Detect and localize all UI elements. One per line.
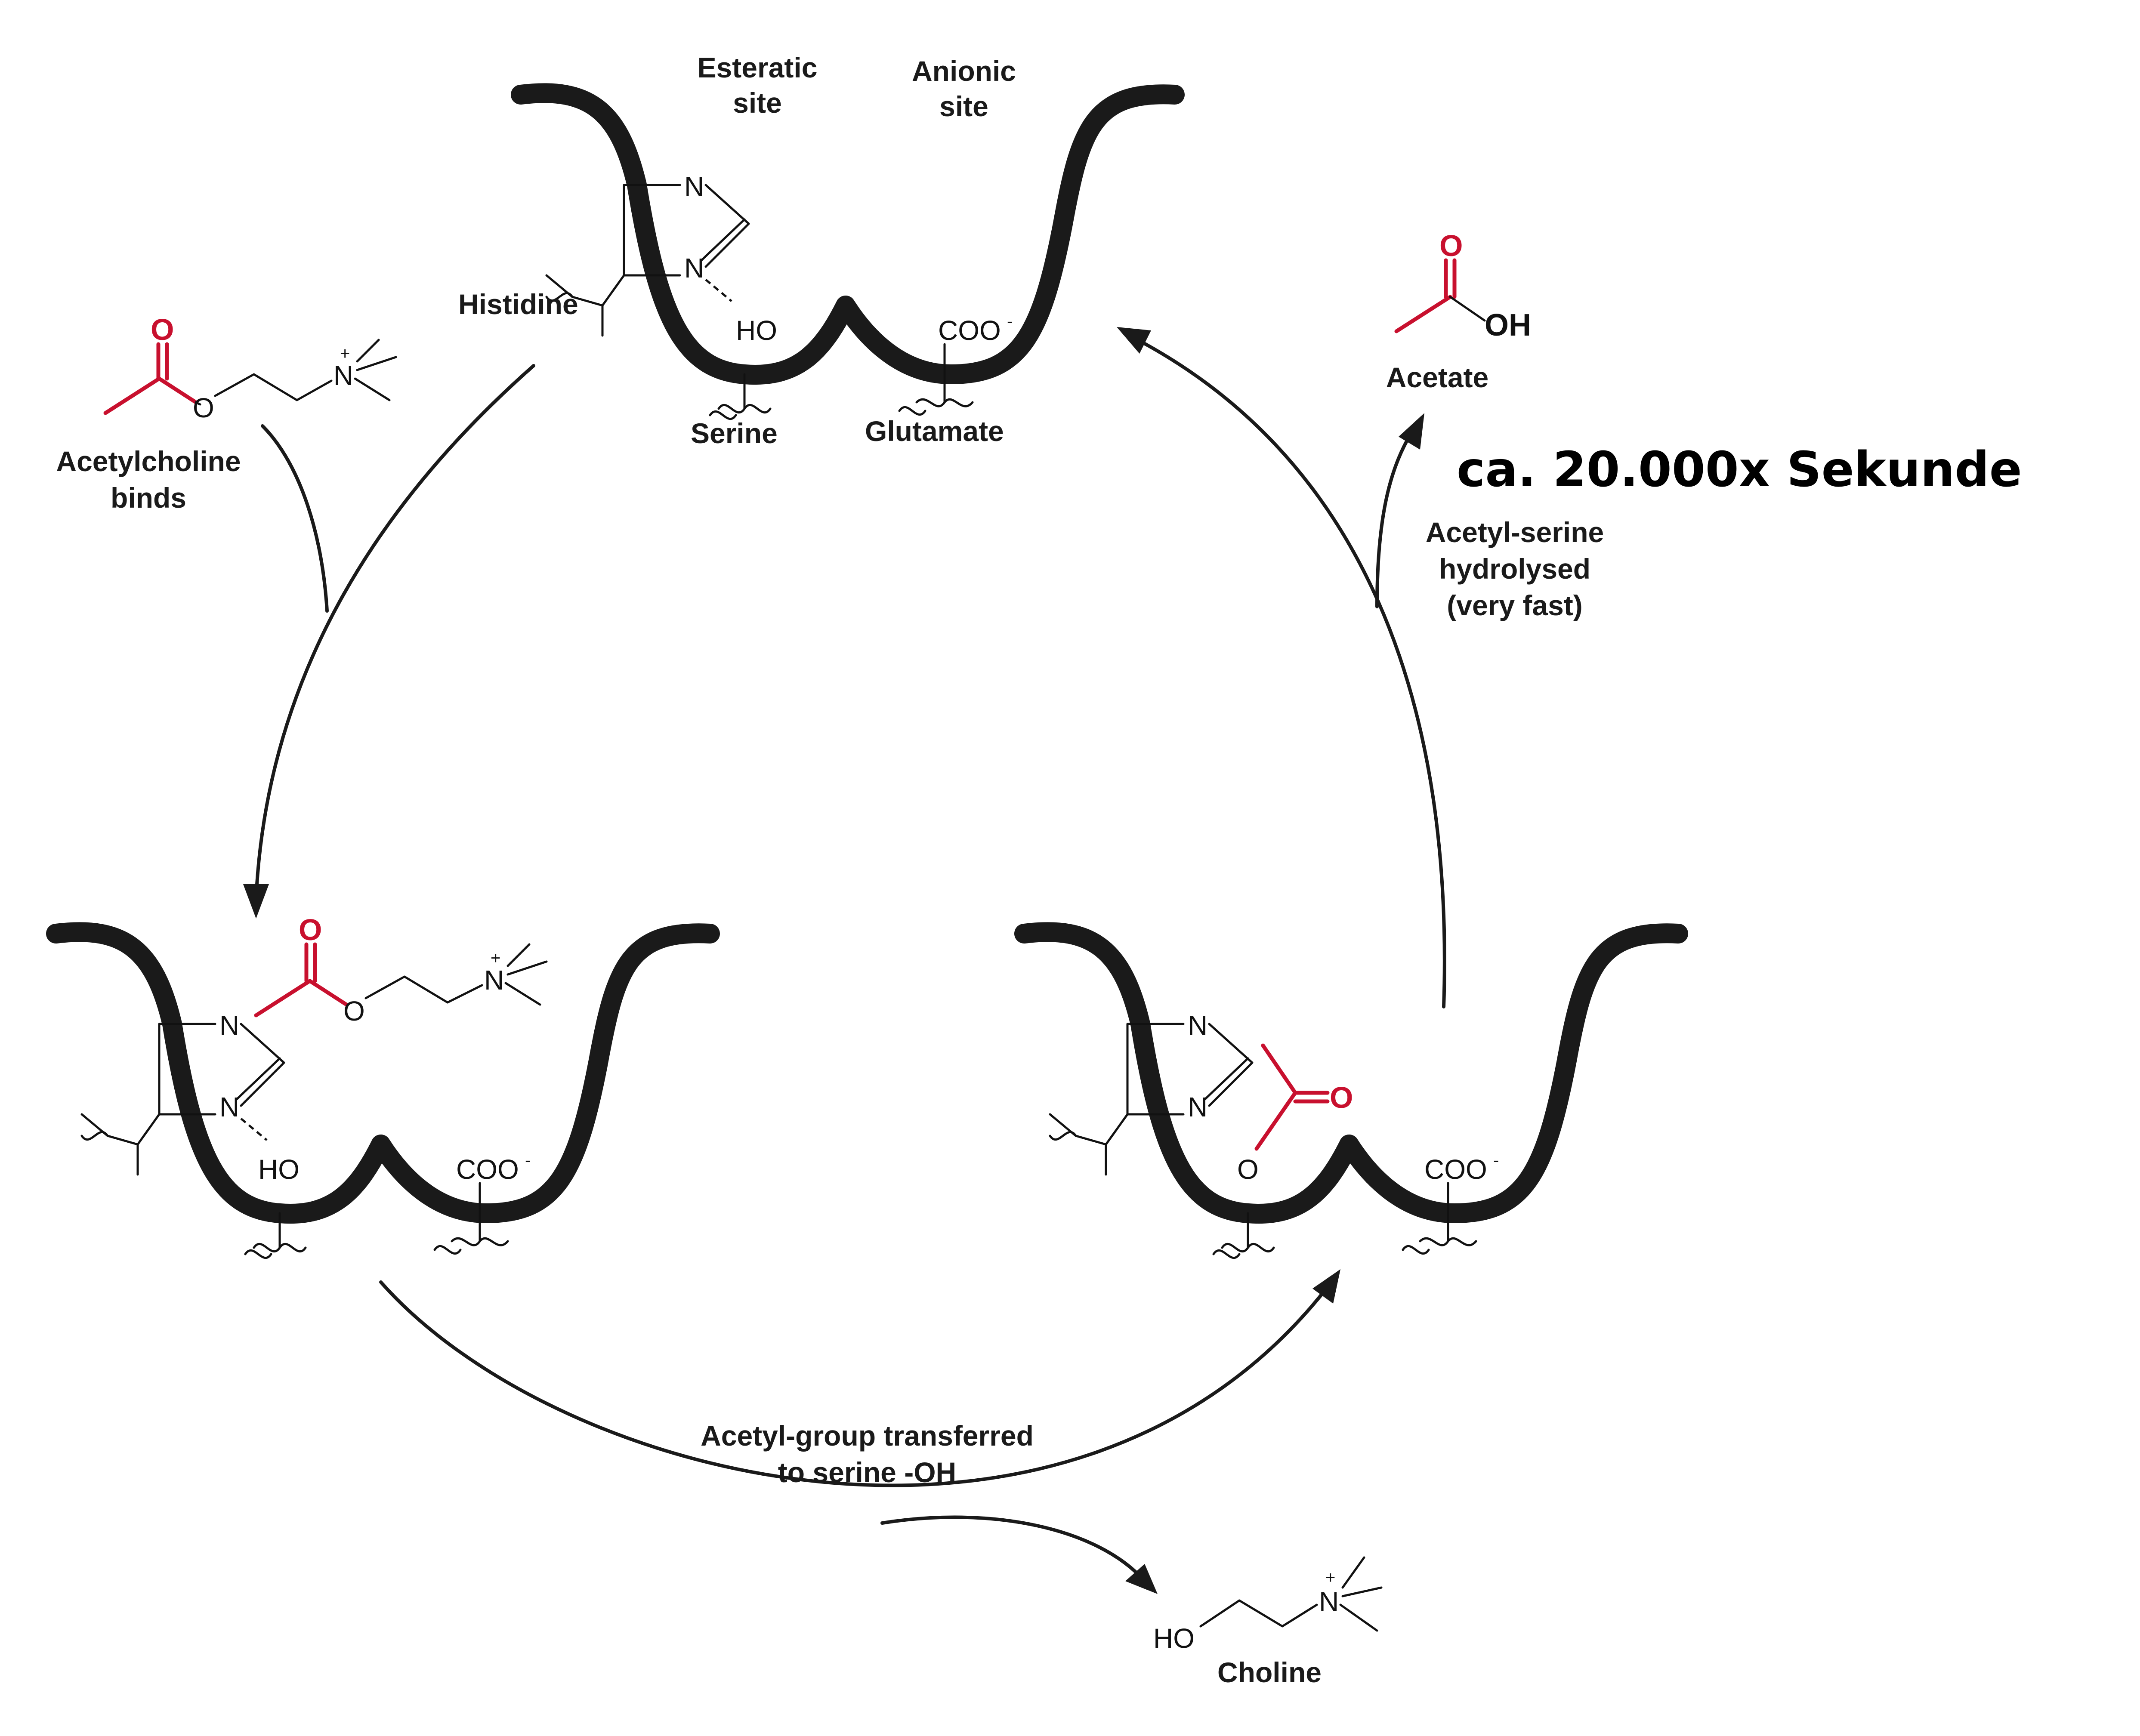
carboxylate-charge: - <box>1493 1151 1499 1170</box>
choline-hydroxyl: HO <box>1153 1623 1195 1654</box>
histidine-n1: N <box>684 171 704 202</box>
serine-hydroxyl: HO <box>258 1154 300 1185</box>
label-serine: Serine <box>691 417 778 449</box>
histidine-n2: N <box>219 1092 239 1122</box>
acetate-hydroxyl: OH <box>1485 308 1531 342</box>
acetyl-on-serine: O <box>1254 1043 1353 1151</box>
choline-chain <box>195 373 333 406</box>
acetate-carbonyl-oxygen: O <box>1439 229 1463 262</box>
label-transfer-1: Acetyl-group transferred <box>701 1420 1034 1452</box>
acetyl-enzyme-intermediate: N N O COO - <box>1024 932 1678 1258</box>
ester-oxygen: O <box>343 996 365 1027</box>
label-histidine: Histidine <box>458 288 578 320</box>
carboxylate-charge: - <box>1007 312 1013 331</box>
glutamate-carboxylate: COO <box>1424 1154 1487 1185</box>
glutamate-carboxylate: COO <box>456 1154 519 1185</box>
choline-nitrogen: N <box>1319 1586 1339 1617</box>
label-anionic-site-1: Anionic <box>912 55 1016 87</box>
label-acetylcholine-binds-2: binds <box>111 482 186 514</box>
enzyme-free-state: N N HO COO - <box>521 93 1175 419</box>
ammonium-nitrogen: N <box>484 965 504 996</box>
hydrogen-bond <box>705 279 732 302</box>
label-transfer-2: to serine -OH <box>778 1456 956 1488</box>
enzyme-pocket <box>56 932 710 1258</box>
arrow-deacylation <box>1117 327 1446 1008</box>
label-glutamate: Glutamate <box>865 415 1004 447</box>
label-hydrolysis-3: (very fast) <box>1447 589 1582 621</box>
rate-title: ca. 20.000x Sekunde <box>1457 442 2022 498</box>
choline-charge: + <box>1325 1568 1335 1587</box>
serine-hydroxyl: HO <box>736 315 777 346</box>
bound-acetylcholine: O O N + <box>254 913 548 1027</box>
hydrogen-bond <box>240 1118 268 1141</box>
enzyme-substrate-complex: N N HO COO - <box>56 932 710 1258</box>
ammonium-nitrogen: N <box>334 360 353 391</box>
acetate-molecule: O OH <box>1394 229 1531 342</box>
acetyl-group <box>103 342 198 415</box>
acetyl-oxygen: O <box>1330 1081 1353 1114</box>
acetylcholine-molecule: O O N + <box>103 313 397 423</box>
label-anionic-site-2: site <box>939 90 988 122</box>
enzyme-pocket <box>521 93 1175 419</box>
histidine-n1: N <box>1188 1010 1207 1041</box>
ammonium-charge: + <box>340 344 350 363</box>
arrow-acyl-transfer <box>379 1269 1340 1594</box>
histidine-n2: N <box>1188 1092 1207 1122</box>
label-hydrolysis-1: Acetyl-serine <box>1426 516 1604 548</box>
label-esteratic-site-2: site <box>733 87 782 119</box>
label-esteratic-site-1: Esteratic <box>698 52 818 83</box>
label-choline: Choline <box>1217 1656 1322 1688</box>
label-acetate: Acetate <box>1386 361 1488 393</box>
arrow-binding <box>243 364 535 919</box>
ester-oxygen: O <box>193 392 214 423</box>
glutamate-carboxylate: COO <box>938 315 1001 346</box>
serine-oxygen: O <box>1237 1154 1259 1185</box>
acetyl-oxygen: O <box>151 313 174 346</box>
histidine-n2: N <box>684 253 704 284</box>
choline-molecule: HO N + <box>1153 1556 1383 1654</box>
ammonium-charge: + <box>491 949 500 968</box>
carboxylate-charge: - <box>525 1151 531 1170</box>
label-hydrolysis-2: hydrolysed <box>1439 553 1590 585</box>
acetyl-oxygen: O <box>299 913 322 947</box>
histidine-n1: N <box>219 1010 239 1041</box>
label-acetylcholine-binds-1: Acetylcholine <box>56 445 241 477</box>
